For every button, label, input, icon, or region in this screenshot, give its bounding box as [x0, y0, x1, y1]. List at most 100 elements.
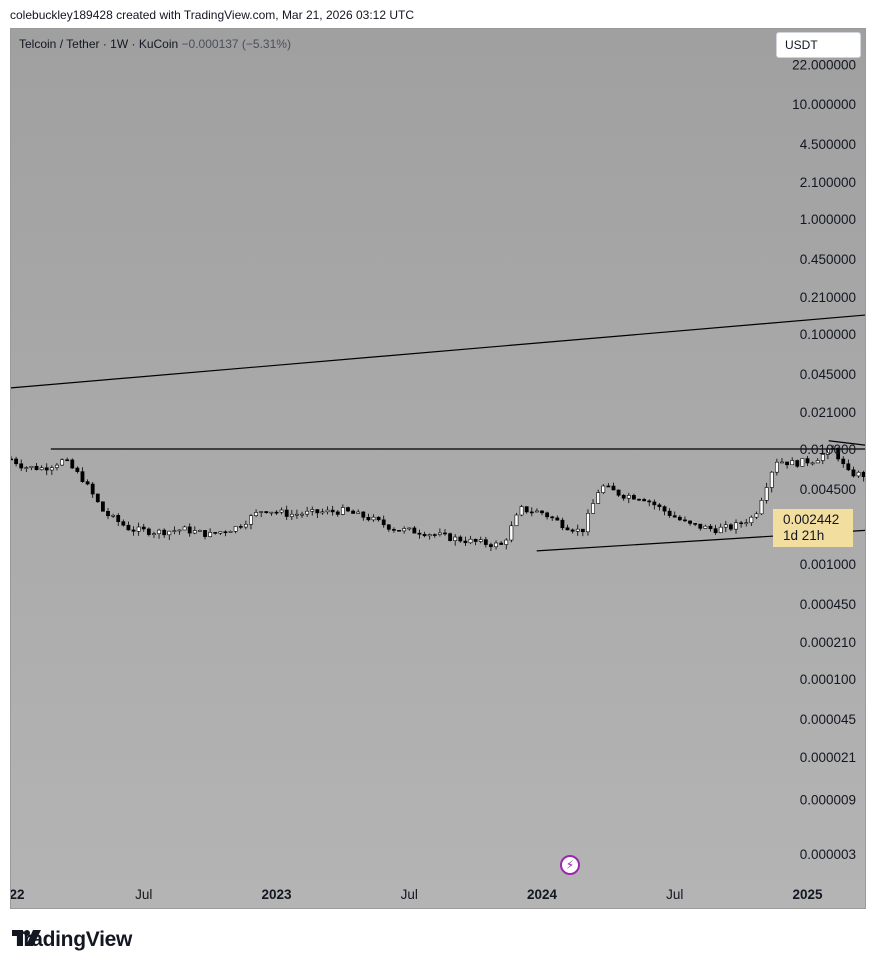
- candle-body: [305, 510, 310, 515]
- candle-body: [596, 492, 601, 504]
- candle-body: [346, 507, 350, 512]
- candle-body: [80, 471, 85, 482]
- candle-body: [601, 485, 606, 493]
- price-chart[interactable]: 22.000000 10.000000 4.500000 2.100000 1.0000…: [11, 29, 866, 909]
- last-price-tag: 0.002442 1d 21h: [773, 509, 853, 547]
- candle-body: [417, 532, 422, 535]
- candle-body: [167, 530, 172, 536]
- candle-body: [172, 530, 177, 532]
- candle-body: [208, 532, 213, 537]
- currency-selector[interactable]: USDT: [776, 32, 861, 58]
- candle-body: [187, 526, 192, 534]
- candle-body: [570, 529, 575, 532]
- candle-body: [723, 524, 728, 528]
- candle-body: [386, 524, 391, 530]
- candle-body: [667, 510, 672, 516]
- candle-body: [238, 526, 243, 528]
- candle-body: [637, 498, 641, 501]
- candle-body: [662, 506, 667, 512]
- time-axis-label: Jul: [135, 887, 152, 902]
- candle-body: [427, 534, 432, 537]
- bolt-icon[interactable]: ⚡: [560, 855, 580, 875]
- candle-body: [652, 501, 657, 506]
- candle-body: [565, 527, 570, 531]
- last-price-value: 0.002442: [783, 512, 840, 527]
- time-axis-label: Jul: [666, 887, 683, 902]
- candle-body: [34, 465, 39, 470]
- candle-body: [371, 516, 376, 521]
- trendline-upper-channel[interactable]: [11, 259, 866, 389]
- candle-body: [820, 454, 825, 461]
- candle-body: [19, 463, 24, 469]
- candle-body: [325, 509, 330, 513]
- candle-body: [111, 515, 116, 517]
- candle-body: [458, 536, 463, 542]
- candle-body: [259, 511, 264, 513]
- price-axis-label: 0.450000: [800, 252, 856, 267]
- candle-body: [269, 511, 274, 514]
- candle-body: [540, 510, 544, 514]
- price-axis-label: 0.000210: [800, 635, 856, 650]
- candle-body: [800, 458, 805, 467]
- candle-body: [545, 512, 550, 518]
- candle-body: [90, 483, 95, 495]
- candle-body: [157, 529, 161, 534]
- candle-body: [529, 511, 534, 514]
- candle-body: [274, 511, 279, 514]
- candle-body: [437, 532, 442, 535]
- candle-body: [14, 458, 19, 465]
- candle-body: [861, 471, 865, 478]
- candle-body: [514, 514, 519, 527]
- candle-body: [841, 458, 846, 465]
- candle-body: [815, 460, 820, 464]
- price-axis-label: 4.500000: [800, 137, 856, 152]
- candle-body: [626, 495, 631, 499]
- candle-body: [116, 515, 121, 522]
- price-axis-label: 0.100000: [800, 327, 856, 342]
- candle-body: [672, 515, 677, 518]
- candle-body: [310, 509, 315, 512]
- candle-body: [366, 517, 371, 521]
- symbol-legend[interactable]: Telcoin / Tether · 1W · KuCoin −0.000137…: [19, 37, 291, 51]
- attribution-text: colebuckley189428 created with TradingVi…: [10, 8, 415, 22]
- candle-body: [340, 507, 345, 515]
- candle-body: [213, 532, 218, 534]
- price-axis-label: 0.010000: [800, 442, 856, 457]
- candle-body: [192, 530, 197, 534]
- symbol-title: Telcoin / Tether · 1W · KuCoin: [19, 37, 179, 51]
- candle-body: [534, 510, 539, 513]
- candle-body: [356, 511, 361, 514]
- candle-body: [315, 509, 320, 514]
- candle-body: [432, 534, 437, 536]
- candle-body: [739, 522, 744, 525]
- candle-body: [141, 526, 146, 530]
- candle-body: [203, 530, 207, 537]
- candle-body: [642, 499, 647, 502]
- candle-body: [335, 511, 340, 515]
- chart-area[interactable]: 22.000000 10.000000 4.500000 2.100000 1.0000…: [10, 28, 866, 909]
- price-axis-label: 1.000000: [800, 212, 856, 227]
- candle-body: [795, 460, 800, 467]
- candle-body: [846, 463, 851, 471]
- candle-body: [851, 469, 856, 477]
- price-axis-label: 0.000100: [800, 672, 856, 687]
- candle-body: [713, 528, 718, 534]
- brand-name: TradingView: [12, 928, 133, 951]
- candle-body: [504, 539, 509, 545]
- candle-body: [468, 538, 473, 544]
- candle-body: [611, 485, 616, 491]
- candle-body: [376, 516, 381, 521]
- candle-body: [606, 485, 611, 488]
- candle-body: [489, 544, 493, 548]
- brand-footer[interactable]: TradingView: [12, 928, 132, 952]
- candle-body: [688, 520, 692, 524]
- candle-body: [39, 467, 44, 470]
- candle-body: [218, 531, 223, 534]
- candle-body: [683, 519, 687, 522]
- candle-body: [805, 458, 810, 464]
- candle-body: [65, 459, 70, 462]
- candle-body: [698, 523, 703, 529]
- time-axis: 22Jul2023Jul2024Jul2025Jul2026Jul2027Jul: [11, 887, 823, 902]
- trendline-ascending-support[interactable]: [536, 490, 866, 552]
- candlestick-series: [11, 444, 865, 552]
